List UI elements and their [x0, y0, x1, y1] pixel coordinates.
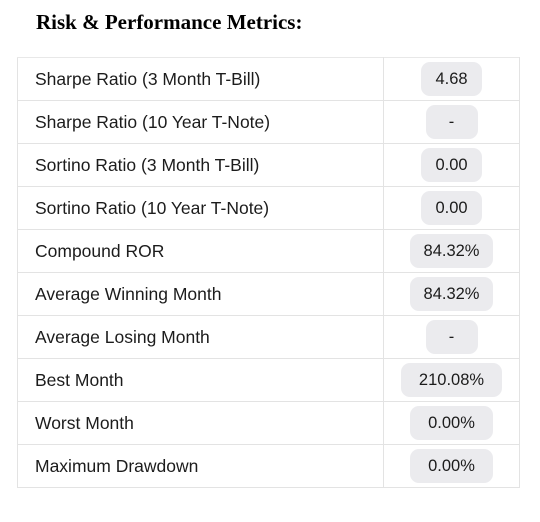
- section-title: Risk & Performance Metrics:: [36, 10, 303, 34]
- metric-value-cell: -: [383, 315, 520, 359]
- table-row: Average Losing Month -: [17, 315, 520, 359]
- metric-value-badge: 210.08%: [400, 363, 503, 397]
- metric-label: Worst Month: [17, 401, 384, 445]
- metric-value-cell: 0.00%: [383, 444, 520, 488]
- metric-label: Sortino Ratio (10 Year T-Note): [17, 186, 384, 230]
- table-row: Worst Month 0.00%: [17, 401, 520, 445]
- metric-value-badge: 0.00: [421, 191, 482, 225]
- table-row: Sharpe Ratio (3 Month T-Bill) 4.68: [17, 57, 520, 101]
- metric-value-badge: 84.32%: [409, 277, 494, 311]
- metric-label: Best Month: [17, 358, 384, 402]
- table-row: Sharpe Ratio (10 Year T-Note) -: [17, 100, 520, 144]
- table-row: Sortino Ratio (10 Year T-Note) 0.00: [17, 186, 520, 230]
- metric-value-cell: 0.00: [383, 143, 520, 187]
- metrics-table: Sharpe Ratio (3 Month T-Bill) 4.68 Sharp…: [17, 57, 520, 488]
- table-row: Average Winning Month 84.32%: [17, 272, 520, 316]
- metric-value-cell: 4.68: [383, 57, 520, 101]
- metric-value-cell: 0.00: [383, 186, 520, 230]
- metric-label: Maximum Drawdown: [17, 444, 384, 488]
- metric-value-badge: 0.00%: [410, 406, 493, 440]
- metric-value-badge: 0.00%: [410, 449, 493, 483]
- metric-value-cell: 84.32%: [383, 229, 520, 273]
- metric-value-badge: -: [425, 105, 478, 139]
- table-row: Sortino Ratio (3 Month T-Bill) 0.00: [17, 143, 520, 187]
- table-row: Best Month 210.08%: [17, 358, 520, 402]
- metric-label: Sharpe Ratio (3 Month T-Bill): [17, 57, 384, 101]
- metric-label: Average Winning Month: [17, 272, 384, 316]
- metric-value-cell: -: [383, 100, 520, 144]
- metric-label: Sharpe Ratio (10 Year T-Note): [17, 100, 384, 144]
- metric-value-cell: 210.08%: [383, 358, 520, 402]
- metric-value-cell: 0.00%: [383, 401, 520, 445]
- table-row: Compound ROR 84.32%: [17, 229, 520, 273]
- metric-value-badge: 4.68: [421, 62, 482, 96]
- metric-value-badge: 84.32%: [409, 234, 494, 268]
- metric-label: Average Losing Month: [17, 315, 384, 359]
- table-row: Maximum Drawdown 0.00%: [17, 444, 520, 488]
- metric-label: Sortino Ratio (3 Month T-Bill): [17, 143, 384, 187]
- metric-value-badge: 0.00: [421, 148, 482, 182]
- metric-value-cell: 84.32%: [383, 272, 520, 316]
- metric-value-badge: -: [425, 320, 478, 354]
- metric-label: Compound ROR: [17, 229, 384, 273]
